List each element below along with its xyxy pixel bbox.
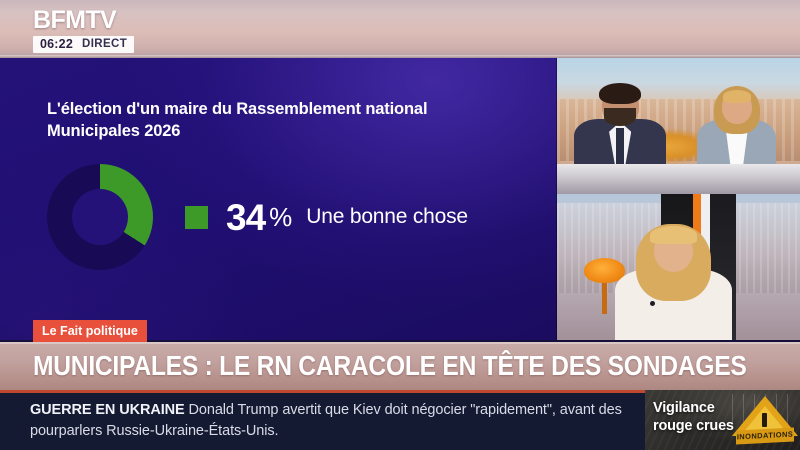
live-label: DIRECT (81, 38, 128, 50)
donut-center-hole (72, 189, 128, 245)
headline-text: MUNICIPALES : LE RN CARACOLE EN TÊTE DES… (33, 350, 747, 381)
graphic-title: L'élection d'un maire du Rassemblement n… (47, 98, 542, 142)
male-anchor-tie (616, 127, 624, 171)
graphic-title-line1: L'élection d'un maire du Rassemblement n… (47, 100, 428, 118)
chart-legend: 34 % Une bonne chose (185, 199, 468, 236)
lapel-microphone (650, 301, 656, 307)
donut-chart-ring (47, 164, 153, 270)
female-anchor-fringe (722, 90, 751, 103)
headline-band: MUNICIPALES : LE RN CARACOLE EN TÊTE DES… (0, 342, 800, 390)
percent-sign: % (269, 202, 293, 232)
studio-lamp-stem (601, 281, 607, 314)
segment-badge-row: Le Fait politique (0, 320, 557, 342)
exclamation-bar (761, 413, 767, 427)
studio-guest-video (557, 194, 800, 340)
ticker-keyword: GUERRE EN UKRAINE (30, 402, 185, 418)
graphic-title-line2: Municipales 2026 (47, 122, 181, 140)
channel-logo-block: BFMTV 06:22 DIRECT (33, 6, 135, 53)
female-guest-hair-top (650, 226, 697, 245)
flood-warning-sign-icon: INONDATIONS (731, 396, 798, 445)
news-desk (557, 164, 800, 194)
male-anchor-beard (604, 108, 636, 126)
alert-text: Vigilance rouge crues (653, 400, 734, 434)
donut-chart: 34 % Une bonne chose (47, 164, 468, 270)
legend-label: Une bonne chose (306, 205, 468, 228)
bfmtv-logo: BFMTV (33, 6, 117, 34)
clock-live-strip: 06:22 DIRECT (33, 36, 135, 53)
ticker-body: Donald Trump avertit que Kiev doit négoc… (30, 402, 622, 439)
female-anchor-top (726, 121, 748, 172)
studio-anchors-video (557, 58, 800, 194)
weather-alert-panel: INONDATIONS Vigilance rouge crues (645, 390, 800, 450)
male-anchor-hair (598, 82, 642, 105)
panel-divider (556, 58, 557, 340)
poll-graphic-panel: L'élection d'un maire du Rassemblement n… (0, 58, 557, 340)
segment-badge: Le Fait politique (33, 320, 147, 342)
channel-header-band: BFMTV 06:22 DIRECT (0, 0, 800, 58)
studio-lamp (583, 258, 626, 284)
legend-color-swatch (185, 205, 208, 229)
clock-text: 06:22 (40, 37, 73, 51)
female-guest (615, 223, 732, 340)
ticker-text: GUERRE EN UKRAINE Donald Trump avertit q… (30, 400, 640, 442)
legend-value: 34 (226, 196, 266, 238)
